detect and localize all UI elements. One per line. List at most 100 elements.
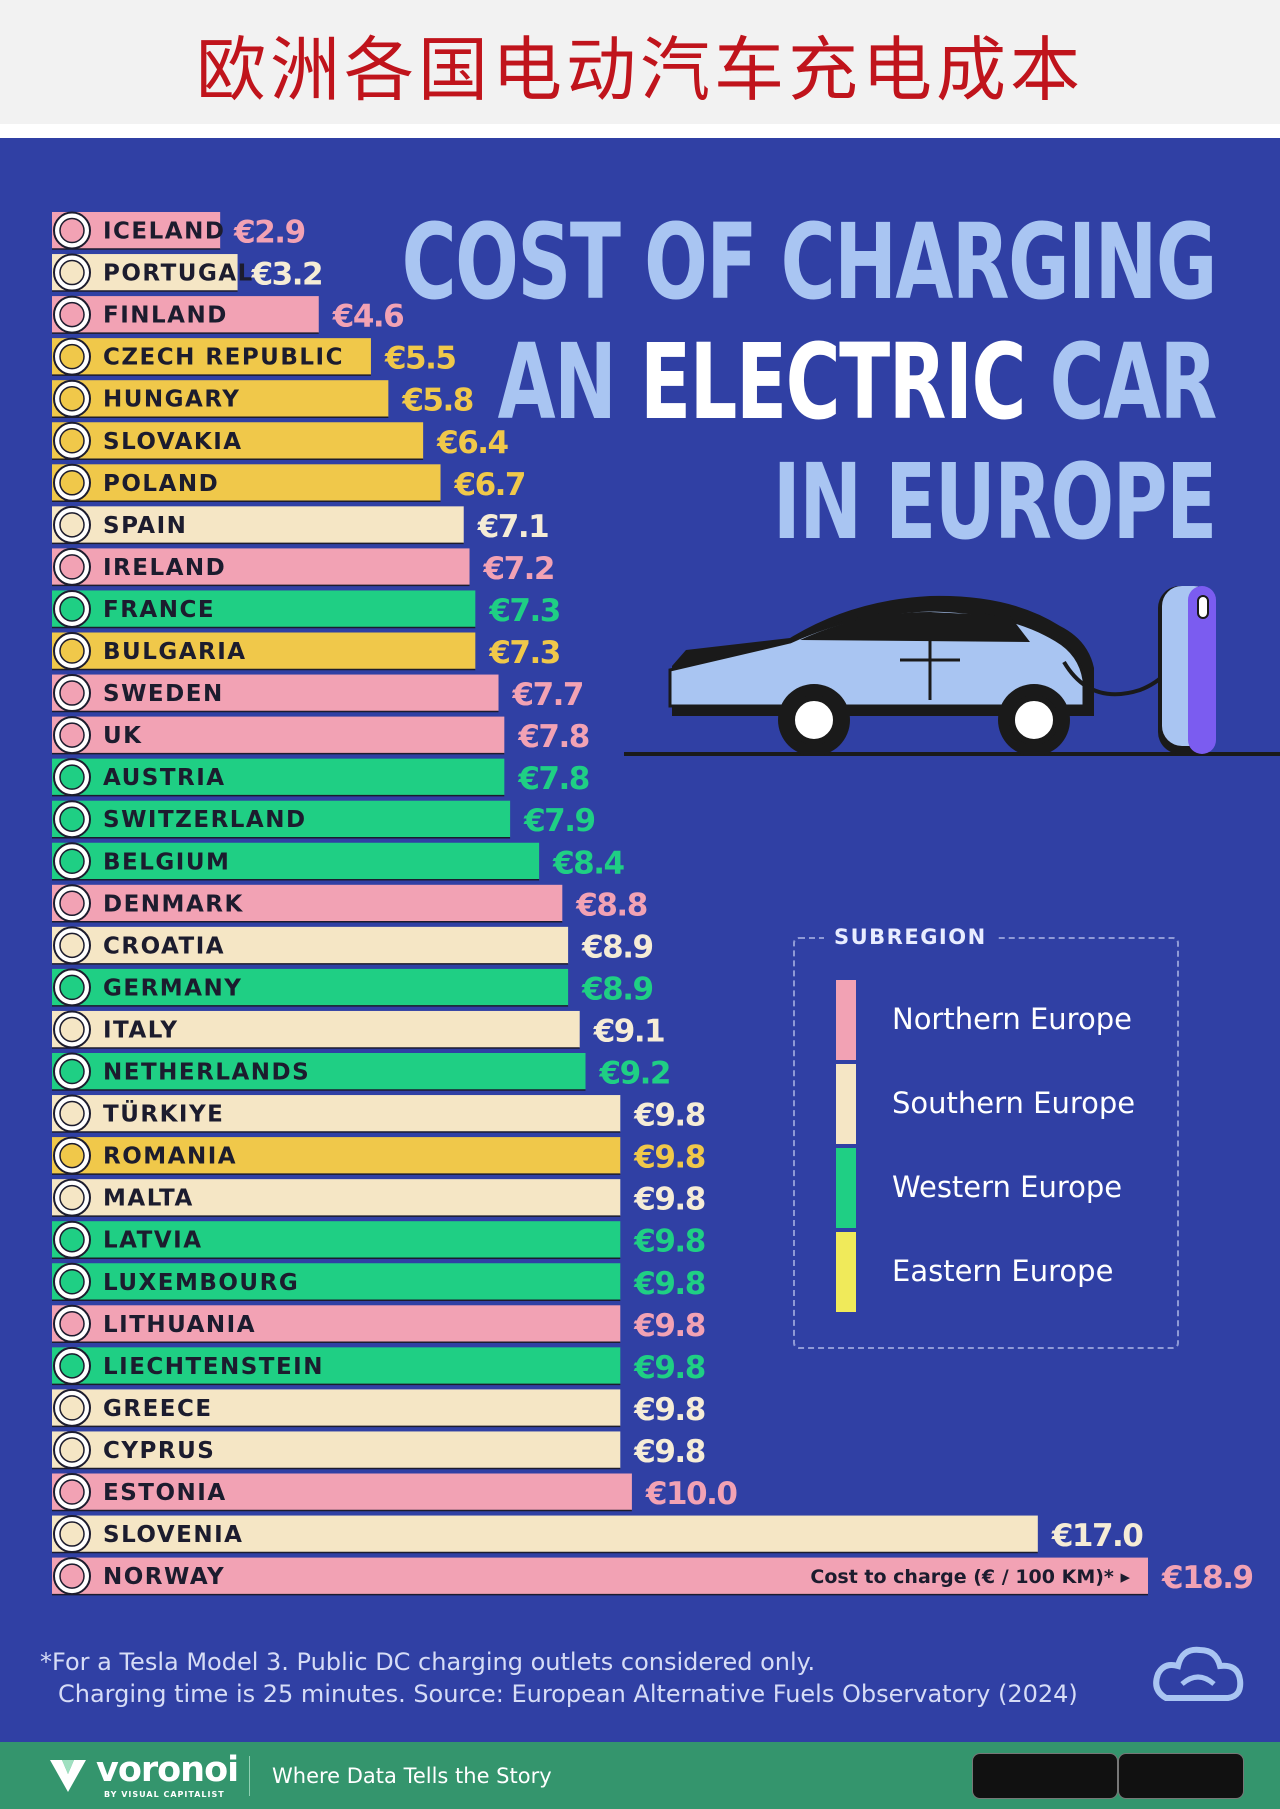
bar-belgium [52,842,540,880]
bar-czech-republic [52,338,371,376]
flag-icon-inner [59,806,85,832]
bar-germany [52,968,569,1006]
bar-category-label: ITALY [103,1017,179,1043]
flag-icon-inner [59,1269,85,1295]
bar-greece [52,1389,621,1427]
bar-value-label: €7.7 [512,677,584,713]
bar-value-label: €9.8 [633,1434,705,1470]
bar-category-label: SWITZERLAND [103,807,307,833]
bar-france [52,590,476,628]
bar-category-label: BELGIUM [103,849,230,875]
bar-category-label: FINLAND [103,303,228,329]
bar-value-label: €2.9 [233,215,305,251]
bar-category-label: SLOVENIA [103,1522,243,1548]
legend-swatch [836,980,856,1060]
bar-value-label: €8.9 [581,929,653,965]
bar-category-label: BULGARIA [103,639,247,665]
bar-value-label: €18.9 [1161,1560,1253,1596]
flag-icon-inner [59,932,85,959]
bar-value-label: €10.0 [645,1476,737,1512]
bar-croatia [52,926,569,964]
app-store-badge[interactable] [972,1753,1118,1799]
charging-station-icon [1158,586,1216,754]
legend-title: SUBREGION [824,922,997,952]
bar-value-label: €3.2 [251,257,323,293]
bar-value-label: €8.8 [575,887,647,923]
bar-category-label: HUNGARY [103,387,240,413]
bar-category-label: LATVIA [103,1228,203,1254]
google-play-badge[interactable] [1118,1753,1244,1799]
bar-category-label: UK [103,723,143,749]
flag-icon-inner [59,1353,85,1379]
flag-icon-inner [59,1058,85,1085]
headline-line-1: COST OF CHARGING [401,201,1218,323]
legend-label: Western Europe [892,1170,1123,1204]
flag-icon-inner [59,343,85,370]
bar-value-label: €7.3 [488,593,560,629]
bar-value-label: €7.9 [523,803,595,839]
bar-category-label: DENMARK [103,891,244,917]
flag-icon-inner [59,890,85,917]
bar-category-label: PORTUGAL [103,261,254,287]
legend-label: Southern Europe [892,1086,1136,1120]
bar-category-label: POLAND [103,471,219,497]
flag-icon-inner [59,1395,85,1421]
bar-category-label: ESTONIA [103,1480,227,1506]
bar-category-label: AUSTRIA [103,765,226,791]
bars-layer: ICELAND €2.9 PORTUGAL€3.2 FINLAND €4.6 CZECH … [52,211,1254,1596]
legend-swatch [836,1064,856,1144]
bar-liechtenstein [52,1347,621,1385]
bar-value-label: €7.8 [517,761,589,797]
bar-category-label: ICELAND [103,219,225,245]
brand-subtitle: BY VISUAL CAPITALIST [104,1790,225,1799]
bar-value-label: €9.1 [593,1013,665,1049]
bar-value-label: €4.6 [332,299,404,335]
legend-swatch [836,1232,856,1312]
bar-value-label: €7.2 [483,551,555,587]
bar-category-label: SPAIN [103,513,187,539]
bar-value-label: €9.8 [633,1266,705,1302]
bar-value-label: €6.7 [454,467,526,503]
bar-bulgaria [52,632,476,670]
bar-value-label: €7.8 [517,719,589,755]
bar-slovenia [52,1515,1038,1553]
footnote-line-2: Charging time is 25 minutes. Source: Eur… [58,1680,1078,1708]
bar-norway [52,1557,1148,1595]
voronoi-logo-icon [50,1760,86,1792]
flag-icon-inner [59,722,85,748]
flag-icon-inner [59,1016,85,1043]
legend-label: Eastern Europe [892,1254,1114,1288]
page-title: 欧洲各国电动汽车充电成本 [196,29,1084,111]
bar-category-label: GREECE [103,1396,213,1422]
bar-category-label: ROMANIA [103,1144,237,1170]
brand-name: voronoi [96,1750,239,1790]
bar-value-label: €17.0 [1051,1518,1143,1554]
flag-icon-inner [59,1226,85,1253]
flag-icon-inner [59,1100,85,1127]
bar-value-label: €8.9 [581,971,653,1007]
bar-value-label: €9.8 [633,1392,705,1428]
flag-icon-inner [59,385,85,412]
flag-icon-inner [59,848,85,874]
bar-slovakia [52,422,424,460]
bar-lithuania [52,1305,621,1343]
bar-category-label: SLOVAKIA [103,429,243,455]
bar-value-label: €5.8 [401,383,473,419]
bar-austria [52,758,505,796]
bar-hungary [52,380,389,418]
headline-line-2: AN ELECTRIC CAR [497,321,1218,443]
bar-category-label: GERMANY [103,975,242,1001]
bar-luxembourg [52,1263,621,1301]
bar-category-label: MALTA [103,1186,194,1212]
flag-icon-inner [59,1563,85,1589]
flag-icon-inner [59,470,85,496]
flag-icon-inner [59,301,85,328]
bar-category-label: LUXEMBOURG [103,1270,299,1296]
flag-icon-inner [59,974,85,1001]
flag-icon-inner [59,638,85,664]
headline-line-3: IN EUROPE [773,441,1217,563]
legend-swatch [836,1148,856,1228]
bar-denmark [52,884,563,922]
bar-netherlands [52,1053,586,1090]
bar-estonia [52,1473,632,1511]
